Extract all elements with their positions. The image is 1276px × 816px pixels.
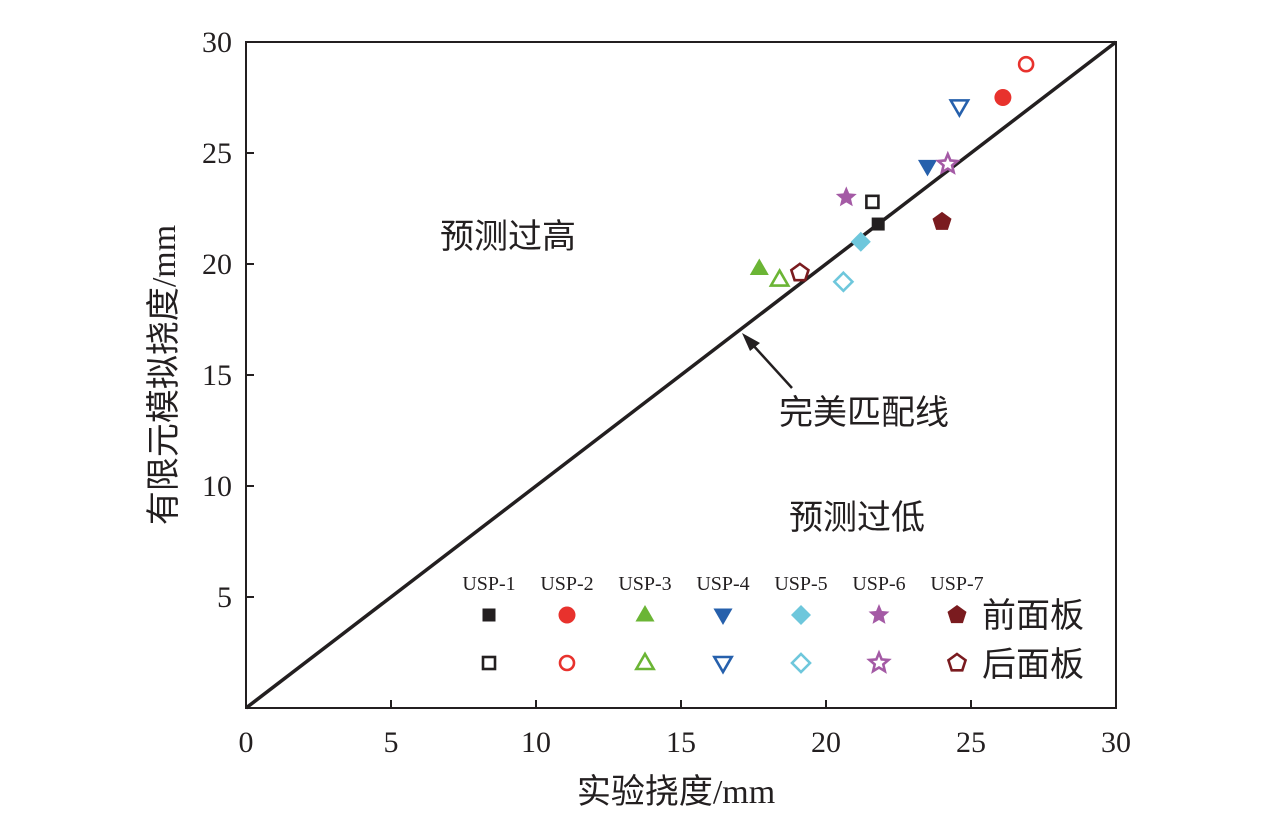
point-usp-6-front bbox=[835, 186, 857, 207]
legend-marker-usp-5-back bbox=[790, 652, 812, 674]
reference-line-label: 完美匹配线 bbox=[779, 394, 949, 432]
point-usp-1-back bbox=[865, 194, 880, 210]
annotation-arrow-shaft bbox=[751, 343, 793, 389]
region-label-over: 预测过高 bbox=[440, 218, 576, 256]
data-points bbox=[749, 55, 1035, 293]
region-label-under: 预测过低 bbox=[789, 499, 925, 537]
point-usp-2-back bbox=[1017, 55, 1035, 73]
point-usp-2-front bbox=[994, 89, 1012, 106]
perfect-match-line bbox=[244, 40, 1118, 710]
legend-marker-usp-4-back bbox=[712, 655, 734, 675]
point-usp-4-back bbox=[948, 99, 971, 118]
legend-marker-usp-5-front bbox=[791, 605, 811, 625]
legend-marker-usp-3-back bbox=[634, 651, 656, 671]
legend-marker-usp-3-front bbox=[635, 605, 655, 622]
legend-marker-usp-7-front bbox=[947, 605, 967, 624]
legend-row-label-back: 后面板 bbox=[982, 646, 1084, 684]
y-tick-label: 20 bbox=[202, 248, 232, 281]
y-tick-label: 30 bbox=[202, 26, 232, 59]
x-tick-label: 20 bbox=[811, 726, 841, 759]
x-tick-label: 25 bbox=[956, 726, 986, 759]
legend-name-usp-2: USP-2 bbox=[540, 573, 593, 595]
annotation-arrow-head bbox=[742, 333, 760, 351]
legend-marker-usp-1-front bbox=[482, 608, 496, 622]
point-usp-1-front bbox=[871, 217, 885, 231]
legend-name-usp-5: USP-5 bbox=[774, 573, 827, 595]
x-tick-label: 30 bbox=[1101, 726, 1131, 759]
y-tick-label: 15 bbox=[202, 359, 232, 392]
y-tick-label: 25 bbox=[202, 137, 232, 170]
legend-marker-usp-1-back bbox=[481, 655, 497, 671]
legend-marker-usp-6-back bbox=[866, 649, 892, 674]
point-usp-3-back bbox=[768, 267, 791, 287]
reference-annotation: 完美匹配线 bbox=[742, 333, 949, 432]
legend-name-usp-3: USP-3 bbox=[618, 573, 671, 595]
legend-marker-usp-2-back bbox=[558, 654, 576, 672]
legend: 前面板 后面板 USP-1 USP-2 USP-3 USP-4 USP-5 USP-6 US… bbox=[462, 573, 1084, 684]
legend-name-usp-6: USP-6 bbox=[852, 573, 905, 595]
y-tick-label: 10 bbox=[202, 470, 232, 503]
legend-name-usp-7: USP-7 bbox=[930, 573, 983, 595]
legend-name-usp-1: USP-1 bbox=[462, 573, 515, 595]
x-tick-label: 5 bbox=[384, 726, 399, 759]
point-usp-6-back bbox=[935, 150, 961, 175]
x-tick-label: 10 bbox=[521, 726, 551, 759]
x-tick-label: 0 bbox=[239, 726, 254, 759]
legend-marker-usp-7-back bbox=[946, 652, 968, 672]
point-usp-3-front bbox=[749, 258, 769, 275]
legend-row-label-front: 前面板 bbox=[982, 597, 1084, 635]
x-axis-title: 实验挠度/mm bbox=[577, 773, 775, 811]
x-tick-label: 15 bbox=[666, 726, 696, 759]
y-axis-title: 有限元模拟挠度/mm bbox=[145, 225, 183, 525]
legend-marker-usp-6-front bbox=[868, 604, 890, 624]
axis-ticks: 0 5 10 15 20 25 30 5 10 15 20 25 30 bbox=[202, 26, 1131, 759]
point-usp-5-front bbox=[850, 231, 871, 252]
legend-marker-usp-4-front bbox=[713, 608, 733, 625]
legend-marker-usp-2-front bbox=[558, 606, 576, 624]
point-usp-7-back bbox=[789, 262, 810, 282]
point-usp-4-front bbox=[917, 159, 938, 177]
y-tick-label: 5 bbox=[217, 581, 232, 614]
point-usp-5-back bbox=[832, 270, 855, 293]
legend-name-usp-4: USP-4 bbox=[696, 573, 749, 595]
point-usp-7-front bbox=[932, 211, 952, 230]
